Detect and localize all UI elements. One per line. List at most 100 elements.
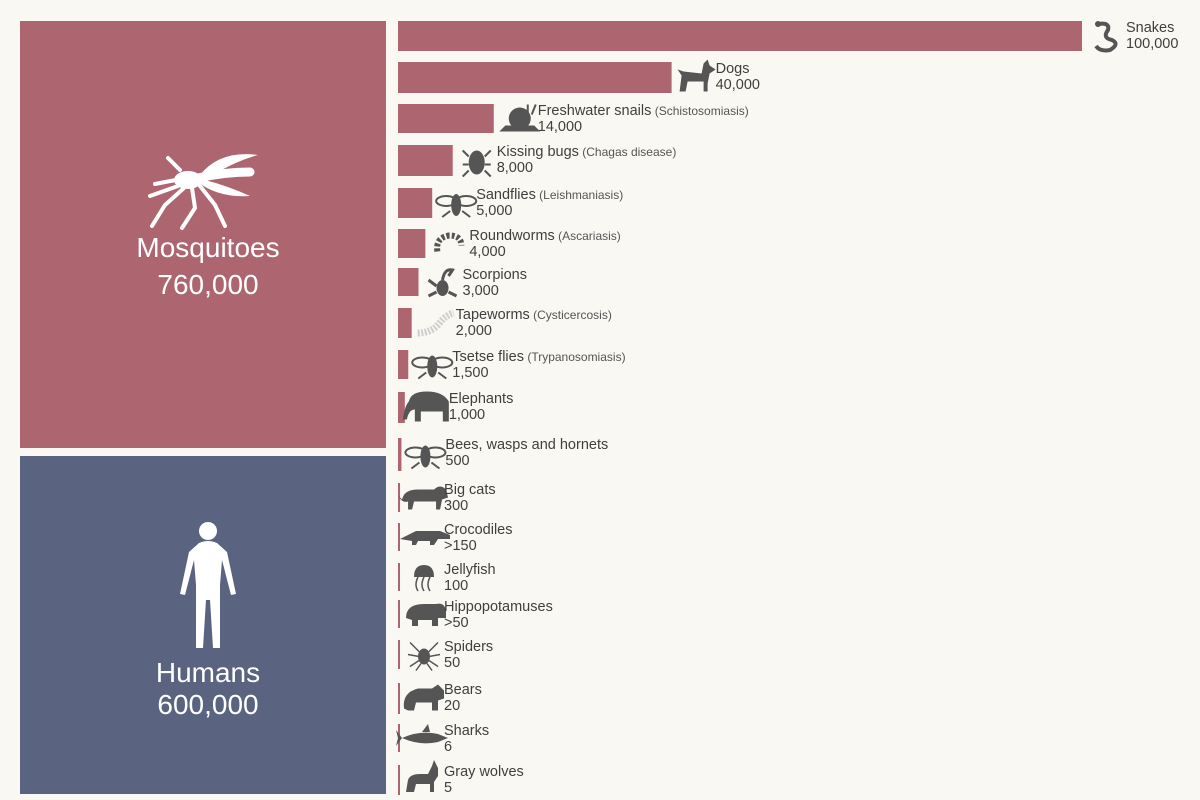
human-icon — [180, 522, 236, 648]
roundworm-icon — [434, 232, 465, 252]
sandfly-icon — [435, 194, 478, 218]
bar — [398, 600, 400, 628]
bar-value: 3,000 — [463, 283, 499, 299]
bar-name: Freshwater snails — [538, 103, 652, 119]
bar — [398, 21, 1082, 51]
bar-row: Roundworms (Ascariasis)4,000 — [398, 228, 621, 260]
bar-label: Gray wolves — [444, 764, 524, 780]
bar-value: 20 — [444, 698, 460, 714]
bar-value: 100,000 — [1126, 36, 1178, 52]
bar-value: 1,000 — [449, 407, 485, 423]
bar-note: (Ascariasis) — [555, 229, 621, 243]
bar-note: (Cysticercosis) — [530, 308, 612, 322]
bar-value: 4,000 — [469, 244, 505, 260]
bar — [398, 765, 400, 795]
kissing-bug-icon — [462, 149, 492, 178]
bar-name: Jellyfish — [444, 562, 496, 578]
bar-name: Big cats — [444, 482, 496, 498]
bar-row: Tapeworms (Cysticercosis) 2,000 — [398, 307, 612, 339]
dog-icon — [677, 59, 716, 92]
bar-note: (Schistosomiasis) — [651, 104, 748, 118]
bar — [398, 640, 400, 669]
bar-name: Gray wolves — [444, 764, 524, 780]
snake-icon — [1094, 21, 1118, 53]
bar — [398, 523, 400, 551]
block-value-mosquitoes: 760,000 — [157, 269, 258, 300]
big-block-humans: Humans 600,000 — [20, 456, 386, 794]
bar-value: 5 — [444, 780, 452, 796]
bar — [398, 145, 453, 176]
bar-name: Scorpions — [463, 267, 527, 283]
bar-label: Jellyfish — [444, 562, 496, 578]
bar-label: Crocodiles — [444, 522, 513, 538]
bar-name: Spiders — [444, 639, 493, 655]
bar-note: (Chagas disease) — [579, 145, 676, 159]
bar — [398, 229, 426, 258]
bar-name: Bees, wasps and hornets — [445, 437, 608, 453]
bar-name: Tsetse flies — [452, 349, 524, 365]
bar-name: Bears — [444, 682, 482, 698]
bar-name: Hippopotamuses — [444, 599, 553, 615]
scorpion-icon — [427, 268, 458, 298]
crocodile-icon — [400, 531, 450, 545]
bar — [398, 438, 402, 471]
bar-label: Spiders — [444, 639, 493, 655]
bar-label: Kissing bugs (Chagas disease) — [497, 144, 677, 160]
spider-icon — [407, 641, 441, 671]
bar-name: Kissing bugs — [497, 144, 579, 160]
snail-icon — [499, 104, 541, 132]
bar — [398, 104, 494, 133]
bar-value: >150 — [444, 538, 477, 554]
block-name-mosquitoes: Mosquitoes — [136, 232, 279, 263]
bar-label: Bees, wasps and hornets — [445, 437, 608, 453]
bar-name: Dogs — [716, 61, 750, 77]
block-name-humans: Humans — [156, 657, 260, 688]
bear-icon — [403, 684, 444, 711]
bar-row: Hippopotamuses>50 — [398, 599, 553, 631]
bar-label: Scorpions — [463, 267, 527, 283]
bar-value: 14,000 — [538, 119, 582, 135]
bar-label: Sandflies (Leishmaniasis) — [476, 187, 623, 203]
bar — [398, 268, 419, 296]
bar — [398, 392, 405, 423]
bar-row: Crocodiles>150 — [398, 522, 513, 554]
tsetse-fly-icon — [411, 355, 454, 380]
bar — [398, 563, 400, 591]
bar-row: Sandflies (Leishmaniasis)5,000 — [398, 187, 623, 219]
wolf-icon — [406, 760, 438, 792]
big-block-mosquitoes: Mosquitoes 760,000 — [20, 21, 386, 448]
bar-label: Freshwater snails (Schistosomiasis) — [538, 103, 749, 119]
bar-label: Snakes — [1126, 20, 1174, 36]
hippo-icon — [406, 603, 446, 626]
bar-name: Snakes — [1126, 20, 1174, 36]
tapeworm-icon — [417, 309, 455, 337]
bar-row: Tsetse flies (Trypanosomiasis)1,500 — [398, 349, 626, 381]
bar-name: Tapeworms — [456, 307, 530, 323]
bar-value: 300 — [444, 498, 468, 514]
bar-note: (Leishmaniasis) — [536, 188, 623, 202]
bee-icon — [404, 445, 447, 470]
bar-value: 2,000 — [456, 323, 492, 339]
bar-value: 6 — [444, 739, 452, 755]
bar — [398, 683, 400, 714]
bar-value: 5,000 — [476, 203, 512, 219]
block-value-humans: 600,000 — [157, 689, 258, 720]
block-rect-mosquitoes — [20, 21, 386, 448]
jellyfish-icon — [414, 565, 434, 592]
bar-row: Freshwater snails (Schistosomiasis)14,00… — [398, 103, 749, 135]
bar-note: (Trypanosomiasis) — [524, 350, 626, 364]
bar-label: Elephants — [449, 391, 513, 407]
bar-row: Kissing bugs (Chagas disease)8,000 — [398, 144, 677, 178]
bar-label: Dogs — [716, 61, 750, 77]
bar-label: Bears — [444, 682, 482, 698]
